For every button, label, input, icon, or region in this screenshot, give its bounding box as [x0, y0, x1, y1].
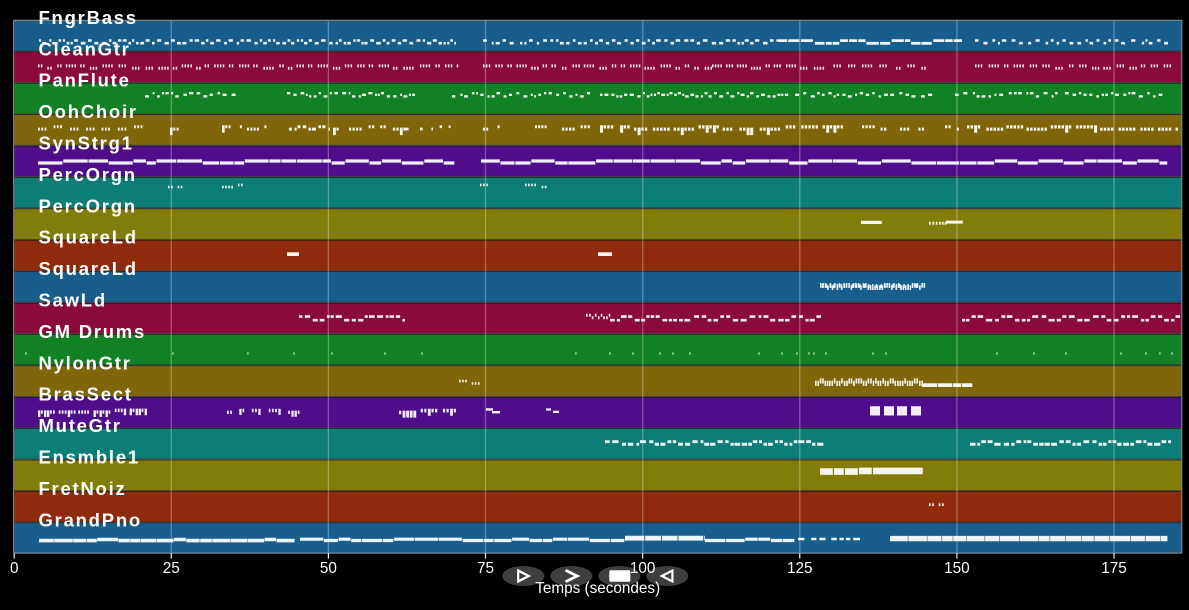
- svg-text:Temps (secondes): Temps (secondes): [535, 580, 660, 597]
- svg-text:25: 25: [163, 560, 180, 577]
- svg-text:0: 0: [10, 560, 19, 577]
- svg-text:PercOrgn: PercOrgn: [39, 164, 137, 185]
- svg-text:OohChoir: OohChoir: [39, 101, 138, 122]
- svg-text:100: 100: [630, 560, 656, 577]
- svg-text:GM Drums: GM Drums: [39, 321, 147, 342]
- svg-text:BrasSect: BrasSect: [39, 384, 133, 405]
- svg-text:SquareLd: SquareLd: [39, 258, 138, 279]
- svg-text:Ensmble1: Ensmble1: [39, 447, 140, 468]
- svg-text:SquareLd: SquareLd: [39, 227, 138, 248]
- svg-text:PercOrgn: PercOrgn: [39, 195, 137, 216]
- svg-text:75: 75: [477, 560, 494, 577]
- svg-text:FretNoiz: FretNoiz: [39, 478, 127, 499]
- svg-text:150: 150: [944, 560, 970, 577]
- svg-text:MuteGtr: MuteGtr: [39, 415, 122, 436]
- svg-text:FngrBass: FngrBass: [39, 7, 138, 28]
- svg-text:SynStrg1: SynStrg1: [39, 133, 134, 154]
- svg-text:PanFlute: PanFlute: [39, 70, 131, 91]
- svg-text:CleanGtr: CleanGtr: [39, 38, 131, 59]
- svg-text:125: 125: [787, 560, 813, 577]
- svg-text:SawLd: SawLd: [39, 290, 107, 311]
- svg-text:NylonGtr: NylonGtr: [39, 352, 132, 373]
- svg-text:175: 175: [1101, 560, 1127, 577]
- svg-text:GrandPno: GrandPno: [39, 509, 142, 530]
- svg-text:50: 50: [320, 560, 337, 577]
